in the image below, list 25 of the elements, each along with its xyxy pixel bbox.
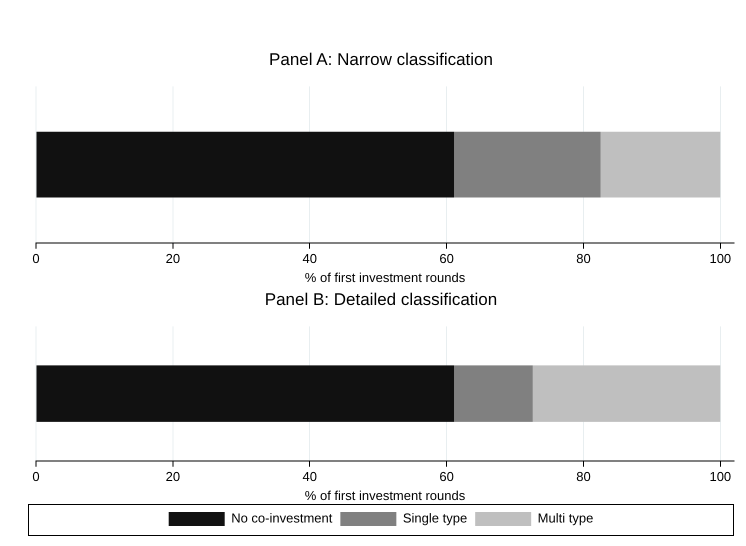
x-tick-label: 40	[302, 469, 317, 484]
legend-label: Single type	[402, 510, 468, 526]
x-tick-label: 20	[166, 251, 180, 266]
x-tick-label: 100	[709, 251, 732, 266]
x-axis-title: % of first investment rounds	[304, 270, 466, 285]
x-tick-label: 80	[576, 251, 591, 266]
x-tick-label: 80	[576, 469, 591, 484]
x-axis-title: % of first investment rounds	[304, 488, 466, 503]
x-tick-label: 0	[32, 469, 40, 484]
legend-label: No co-investment	[231, 510, 333, 526]
x-tick-label: 0	[32, 251, 40, 266]
x-tick-label: 20	[166, 469, 180, 484]
x-tick-label: 60	[439, 469, 454, 484]
bar	[454, 365, 533, 422]
legend-label: Multi type	[538, 510, 594, 526]
x-tick-label: 60	[439, 251, 454, 266]
bar	[600, 132, 720, 198]
bar	[36, 132, 454, 198]
x-tick-label: 40	[302, 251, 317, 266]
chart-title: Panel B: Detailed classification	[264, 290, 498, 309]
chart-title: Panel A: Narrow classification	[269, 50, 493, 69]
bar	[36, 365, 454, 422]
x-tick-label: 100	[709, 469, 732, 484]
bar	[532, 365, 720, 422]
bar	[454, 132, 601, 198]
